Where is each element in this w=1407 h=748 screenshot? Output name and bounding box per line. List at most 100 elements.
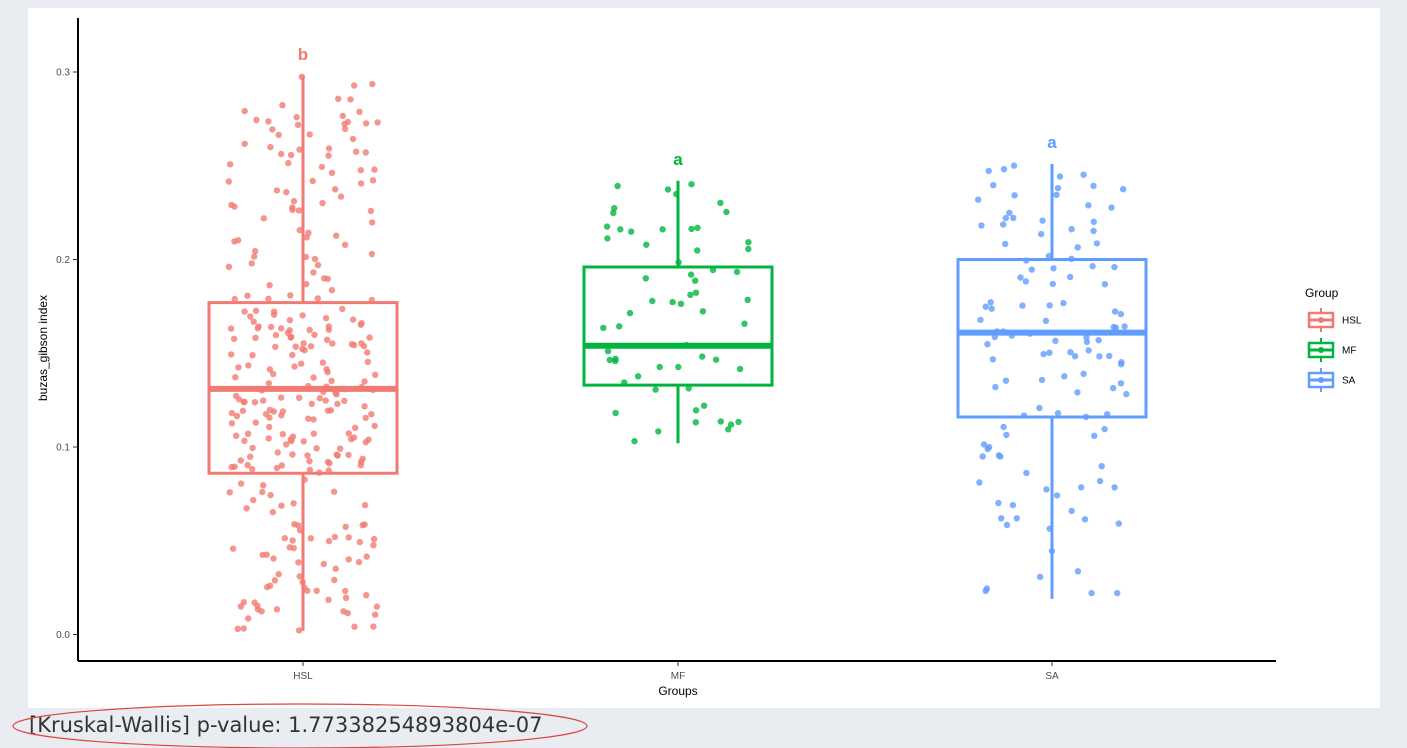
data-point-hsl xyxy=(265,295,272,302)
data-point-hsl xyxy=(299,312,306,319)
data-point-hsl xyxy=(293,114,300,121)
data-point-hsl xyxy=(356,108,363,116)
data-point-hsl xyxy=(350,434,358,441)
data-point-hsl xyxy=(333,391,340,398)
data-point-hsl xyxy=(281,535,288,542)
data-point-hsl xyxy=(319,359,327,366)
data-point-hsl xyxy=(286,317,294,324)
data-point-sa xyxy=(1022,278,1030,285)
data-point-hsl xyxy=(357,321,364,328)
data-point-hsl xyxy=(273,606,281,613)
data-point-sa xyxy=(1017,274,1024,281)
data-point-mf xyxy=(712,356,720,363)
data-point-hsl xyxy=(325,537,333,545)
data-point-hsl xyxy=(341,241,349,248)
data-point-hsl xyxy=(306,326,313,334)
data-point-mf xyxy=(699,353,706,360)
significance-letter-sa: a xyxy=(1047,133,1057,152)
data-point-sa xyxy=(989,356,997,363)
data-point-hsl xyxy=(323,336,331,343)
data-point-hsl xyxy=(330,488,338,495)
data-point-hsl xyxy=(228,409,236,417)
data-point-sa xyxy=(1028,266,1035,273)
data-point-hsl xyxy=(306,458,313,465)
data-point-hsl xyxy=(296,573,303,580)
data-point-hsl xyxy=(334,400,341,408)
data-point-sa xyxy=(984,445,991,453)
boxplot-chart: b a a HSL MF SA 0.0 0.1 0.2 0.3 buzas_gibson ind… xyxy=(36,18,1362,698)
data-point-sa xyxy=(1002,240,1009,248)
data-point-hsl xyxy=(339,112,346,120)
data-point-sa xyxy=(1038,376,1046,384)
data-point-hsl xyxy=(310,374,317,381)
data-point-mf xyxy=(616,323,623,330)
data-point-sa xyxy=(1036,573,1044,580)
data-point-sa xyxy=(1101,281,1109,288)
data-point-sa xyxy=(1060,299,1067,307)
data-point-sa xyxy=(1111,308,1119,315)
data-point-sa xyxy=(1106,352,1113,360)
data-point-hsl xyxy=(300,438,307,445)
data-point-hsl xyxy=(291,363,298,370)
data-point-sa xyxy=(995,452,1003,459)
data-point-hsl xyxy=(255,323,262,330)
data-point-sa xyxy=(1085,202,1092,209)
data-point-hsl xyxy=(370,535,378,543)
data-point-hsl xyxy=(298,360,305,367)
data-point-hsl xyxy=(326,460,333,467)
data-point-sa xyxy=(1090,182,1097,190)
data-point-sa xyxy=(1003,431,1010,439)
data-point-hsl xyxy=(253,116,260,124)
data-point-hsl xyxy=(265,435,272,442)
data-point-hsl xyxy=(332,186,339,193)
data-point-hsl xyxy=(307,535,315,542)
data-point-hsl xyxy=(226,489,233,496)
data-point-hsl xyxy=(292,343,299,350)
data-point-hsl xyxy=(290,500,297,507)
pvalue-text: [Kruskal-Wallis] p-value: 1.773382548938… xyxy=(29,713,543,737)
data-point-hsl xyxy=(362,414,369,422)
legend-item-hsl: HSL xyxy=(1307,308,1362,332)
data-point-hsl xyxy=(231,295,238,303)
data-point-hsl xyxy=(245,362,252,369)
data-point-hsl xyxy=(245,615,252,622)
data-point-hsl xyxy=(235,396,243,403)
data-point-hsl xyxy=(296,226,303,234)
data-point-hsl xyxy=(303,280,310,288)
data-point-hsl xyxy=(270,555,277,562)
data-point-hsl xyxy=(314,295,321,302)
data-point-hsl xyxy=(363,592,370,599)
data-point-sa xyxy=(1040,350,1047,358)
y-tick-label: 0.3 xyxy=(56,68,70,79)
data-point-hsl xyxy=(266,414,273,421)
data-point-hsl xyxy=(271,577,279,584)
data-point-hsl xyxy=(342,523,349,530)
data-point-hsl xyxy=(335,95,342,103)
data-point-mf xyxy=(649,297,656,305)
data-point-mf xyxy=(688,181,695,188)
data-point-hsl xyxy=(371,611,379,618)
data-point-hsl xyxy=(263,551,270,558)
data-point-sa xyxy=(1043,486,1050,493)
data-point-hsl xyxy=(339,305,346,313)
data-point-hsl xyxy=(286,544,293,551)
chart-panel: b a a HSL MF SA 0.0 0.1 0.2 0.3 buzas_gibson ind… xyxy=(28,8,1380,708)
legend-item-sa: SA xyxy=(1307,368,1356,392)
data-point-sa xyxy=(1068,226,1075,233)
data-point-hsl xyxy=(370,542,377,549)
data-point-hsl xyxy=(357,167,364,174)
data-point-sa xyxy=(1081,516,1089,523)
data-point-hsl xyxy=(232,374,239,381)
data-point-hsl xyxy=(240,599,247,606)
data-point-mf xyxy=(675,363,682,371)
data-point-hsl xyxy=(352,148,360,155)
data-point-hsl xyxy=(288,333,295,340)
data-point-hsl xyxy=(252,248,259,255)
data-point-hsl xyxy=(288,437,295,445)
data-point-hsl xyxy=(362,149,369,156)
data-point-sa xyxy=(1010,162,1018,169)
data-point-sa xyxy=(1117,310,1125,318)
data-point-sa xyxy=(1101,425,1108,433)
data-point-mf xyxy=(634,373,642,380)
data-point-hsl xyxy=(364,349,371,356)
